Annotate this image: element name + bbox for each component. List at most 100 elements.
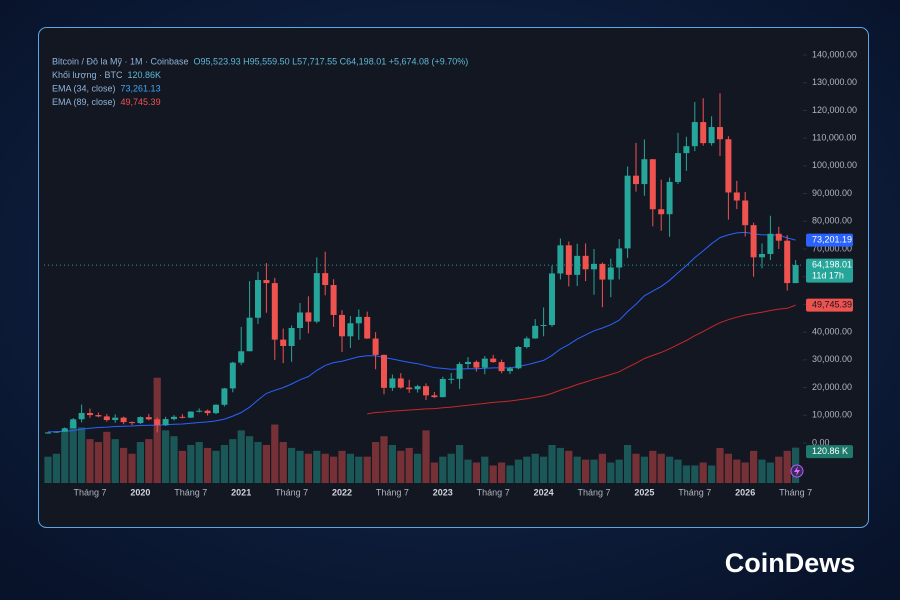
candle-body [691,122,698,147]
volume-bar [682,465,690,483]
candle-body [297,312,303,328]
volume-bar [472,462,480,483]
volume-layer [44,377,800,483]
candle-body [280,339,287,346]
candle-body [666,181,673,215]
legend-value: O95,523.93 H95,559.50 L57,717.55 C64,198… [194,56,469,66]
candle-body [439,378,446,398]
candle-body [162,419,169,426]
candle-body [95,415,102,417]
candle-body [750,225,757,258]
brand-logo: CoinDews [725,548,856,578]
volume-bar [624,444,632,483]
candle-body [414,386,421,390]
volume-bar [506,465,514,483]
ema34-line [47,231,796,433]
volume-bar [61,430,69,483]
legend-label: Khối lượng · BTC [52,70,123,80]
candle-body [330,285,337,315]
y-tick-label: 20,000.00 [812,382,852,392]
volume-bar [640,456,648,483]
volume-bar [422,430,430,483]
x-tick-label: Tháng 7 [275,487,308,497]
candle-body [624,175,631,249]
candle-body [717,127,723,140]
volume-bar [271,424,279,483]
candle-body [649,159,656,210]
volume-bar [346,453,354,483]
candle-body [171,416,177,420]
y-tick-label: 0.00 [812,437,830,447]
y-tick-label: 120,000.00 [812,105,857,115]
x-tick-label: 2026 [735,487,755,497]
volume-bar [94,442,102,483]
y-tick-label: 100,000.00 [812,160,857,170]
volume-bar [582,459,590,483]
volume-bar [52,453,60,483]
volume-bar [750,450,758,483]
volume-bar [607,462,615,483]
volume-bar [758,459,766,483]
volume-bar [716,447,724,483]
candle-body [599,263,606,280]
volume-bar [279,442,287,483]
volume-bar [699,462,707,483]
volume-bar [313,450,321,483]
x-tick-label: Tháng 7 [477,487,510,497]
candle-body [591,263,597,270]
candle-body [78,413,85,420]
candle-body [372,338,379,355]
volume-bar [86,439,94,483]
ema89-line [367,304,796,415]
volume-bar [187,444,195,483]
volume-bar [330,456,338,483]
legend-label: Bitcoin / Đô la Mỹ · 1M · Coinbase [52,56,189,66]
x-tick-label: Tháng 7 [577,487,610,497]
volume-bar [372,442,380,483]
ema34-tag-bg [806,233,853,247]
volume-bar [363,456,371,483]
candle-body [733,192,740,201]
volume-bar [498,462,506,483]
volume-bar [304,453,312,483]
candle-body [322,273,329,286]
volume-bar [388,444,396,483]
volume-bar [540,456,548,483]
candle-body [607,267,614,280]
candle-body [675,153,681,182]
candle-body [532,325,539,339]
volume-bar [136,442,144,483]
volume-bar [380,436,388,483]
volume-bar [237,430,245,483]
candle-body [742,200,749,226]
candle-body [423,386,429,396]
candle-body [246,317,253,352]
x-tick-label: 2023 [433,487,453,497]
volume-bar [456,444,464,483]
volume-bar [649,450,657,483]
candle-body [238,351,245,363]
volume-bar [783,450,791,483]
volume-bar [464,459,472,483]
volume-bar [162,430,170,483]
close-tag-bg [806,258,853,283]
volume-bar [120,447,128,483]
volume-bar [246,436,254,483]
candle-body [641,159,648,185]
volume-bar [439,456,447,483]
ema-layer [44,231,803,433]
volume-bar [220,444,228,483]
candle-body [406,387,413,390]
legend: Bitcoin / Đô la Mỹ · 1M · Coinbase O95,52… [52,56,468,107]
x-tick-label: Tháng 7 [779,487,812,497]
volume-bar [775,456,783,483]
candle-body [187,411,194,418]
volume-bar [481,456,489,483]
candle-body [490,358,497,363]
volume-bar [598,453,606,483]
candle-body [759,253,765,258]
candle-body [137,417,144,424]
volume-bar [69,421,77,483]
volume-bar [666,456,674,483]
